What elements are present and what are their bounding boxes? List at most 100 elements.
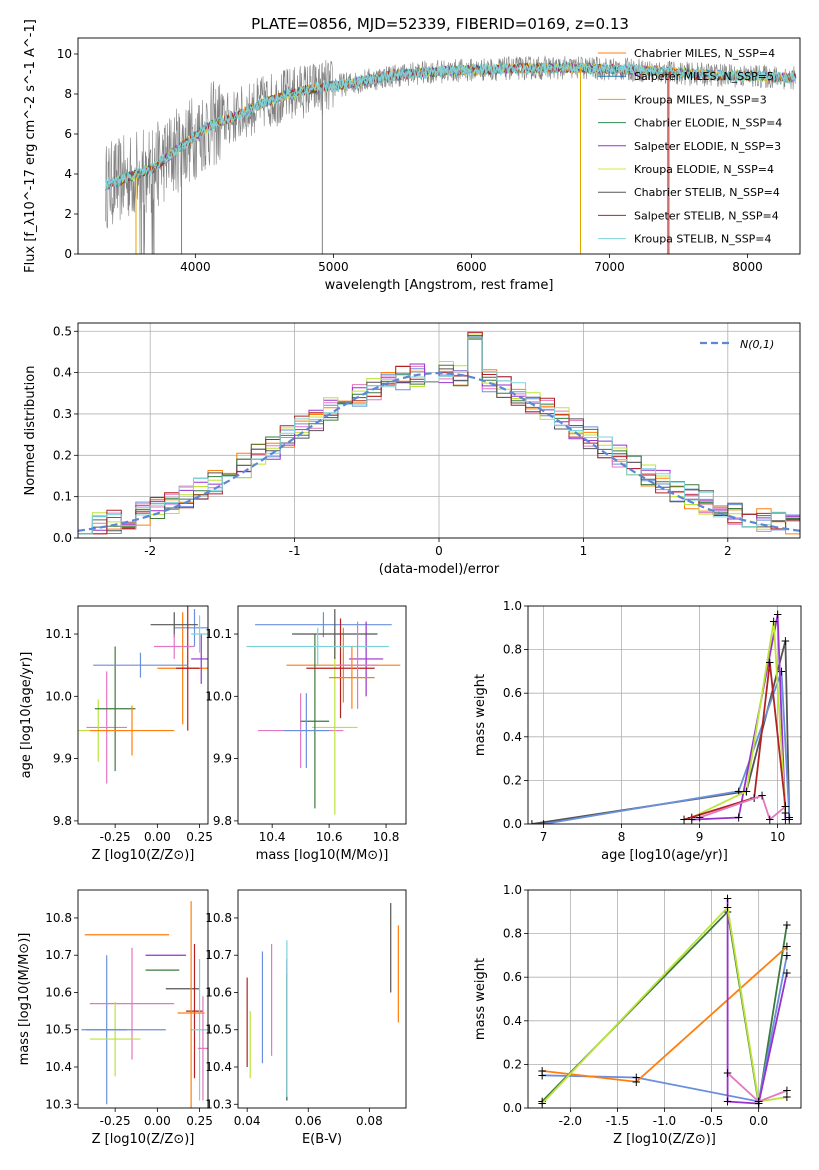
plot-area-residuals xyxy=(78,323,800,538)
x-axis-label: wavelength [Angstrom, rest frame] xyxy=(325,278,554,293)
x-tick-label: 0.08 xyxy=(356,1114,383,1128)
legend-entry-2: Kroupa MILES, N_SSP=3 xyxy=(634,93,767,106)
y-tick-label: 2 xyxy=(64,207,72,221)
axes-frame xyxy=(77,889,209,1109)
x-tick-label: -2 xyxy=(144,544,156,558)
legend-entry-4: Salpeter ELODIE, N_SSP=3 xyxy=(634,140,781,153)
age-weight-marker: + xyxy=(784,813,794,827)
y-tick-label: 9.8 xyxy=(53,814,72,828)
x-tick-label: 5000 xyxy=(318,260,349,274)
legend-entry-3: Chabrier ELODIE, N_SSP=4 xyxy=(634,117,782,130)
y-tick-label: 0.4 xyxy=(53,366,72,380)
age-weight-marker: + xyxy=(539,817,549,831)
z-weight-marker: + xyxy=(631,1075,641,1089)
plot-area-spectrum xyxy=(105,55,797,254)
plot-area-ebv_mass xyxy=(246,903,399,1101)
y-tick-label: 0.4 xyxy=(503,730,522,744)
y-axis-label: age [log10(age/yr)] xyxy=(19,652,34,779)
x-axis-label: E(B-V) xyxy=(302,1132,342,1147)
y-axis-label: mass weight xyxy=(473,674,488,756)
y-tick-label: 10.8 xyxy=(205,911,232,925)
age-weight-series-4 xyxy=(683,662,787,821)
z-weight-marker: + xyxy=(537,1094,547,1108)
x-axis-label: Z [log10(Z/Z⊙)] xyxy=(92,1132,195,1147)
y-tick-label: 0.1 xyxy=(53,490,72,504)
z-weight-marker: + xyxy=(723,900,733,914)
y-tick-label: 10.6 xyxy=(205,985,232,999)
legend-entry-1: Salpeter MILES, N_SSP=5 xyxy=(634,70,774,83)
plot-area-z_weight: +++++ ++++++++ +++++ ++++ xyxy=(528,890,801,1111)
y-tick-label: 10.0 xyxy=(45,689,72,703)
x-tick-label: -0.25 xyxy=(100,1114,131,1128)
x-tick-label: -0.5 xyxy=(700,1114,723,1128)
spectrum-best-fit-line xyxy=(105,61,797,192)
age-weight-marker: + xyxy=(765,656,775,670)
axes-frame xyxy=(237,605,407,825)
y-tick-label: 0.8 xyxy=(503,927,522,941)
plot-area-z_mass xyxy=(81,901,208,1108)
x-tick-label: 0.25 xyxy=(186,1114,213,1128)
age-weight-marker: + xyxy=(741,784,751,798)
x-tick-label: -1.5 xyxy=(606,1114,629,1128)
panel-residuals: -2 -1 0 1 2 0.0 0.1 0.2 0.3 0.4 0.5 (data-model)/er… xyxy=(23,322,801,577)
axes-frame xyxy=(237,889,407,1109)
plot-area-z_age xyxy=(78,606,208,784)
y-tick-label: 10.3 xyxy=(45,1097,72,1111)
y-tick-label: 10 xyxy=(57,47,72,61)
y-tick-label: 10.8 xyxy=(45,911,72,925)
age-weight-series-5 xyxy=(699,794,786,822)
spectrum-data-line xyxy=(105,55,796,254)
age-weight-marker: + xyxy=(773,608,783,622)
age-weight-marker: + xyxy=(765,813,775,827)
age-weight-marker: + xyxy=(780,800,790,814)
y-tick-label: 10.3 xyxy=(205,1097,232,1111)
age-weight-marker: + xyxy=(780,800,790,814)
y-tick-label: 9.9 xyxy=(213,752,232,766)
panel-z_mass: -0.25 0.00 0.25 10.3 10.4 10.5 10.6 10.7 10.8 Z [… xyxy=(17,889,213,1147)
x-tick-label: 10.4 xyxy=(259,830,286,844)
x-tick-label: 7 xyxy=(540,830,548,844)
y-tick-label: 0.2 xyxy=(503,1057,522,1071)
x-tick-label: -0.25 xyxy=(100,830,131,844)
x-axis-label: (data-model)/error xyxy=(379,562,500,577)
axes-frame xyxy=(77,605,209,825)
x-tick-label: 0.00 xyxy=(144,830,171,844)
y-tick-label: 6 xyxy=(64,127,72,141)
z-weight-series-3 xyxy=(726,898,788,1105)
z-weight-marker: + xyxy=(782,1084,792,1098)
x-tick-label: 2 xyxy=(724,544,732,558)
panel-mass_age: 10.4 10.6 10.8 9.8 9.9 10.0 10.1 mass [log10(M/… xyxy=(205,605,407,863)
y-tick-label: 0.6 xyxy=(503,970,522,984)
y-tick-label: 0.3 xyxy=(53,407,72,421)
z-weight-marker: + xyxy=(723,892,733,906)
figure-title: PLATE=0856, MJD=52339, FIBERID=0169, z=0… xyxy=(251,15,629,33)
x-tick-label: 0.00 xyxy=(144,1114,171,1128)
z-weight-marker: + xyxy=(754,1094,764,1108)
x-tick-label: 6000 xyxy=(456,260,487,274)
age-weight-marker: + xyxy=(780,813,790,827)
x-axis-label: age [log10(age/yr)] xyxy=(601,848,728,863)
z-weight-marker: + xyxy=(723,1066,733,1080)
y-axis-label: Flux [f_λ10^-17 erg cm^-2 s^-1 A^-1] xyxy=(23,19,38,273)
y-tick-label: 0.8 xyxy=(503,643,522,657)
y-tick-label: 10.7 xyxy=(205,948,232,962)
y-axis-label: mass weight xyxy=(473,958,488,1040)
x-axis-label: mass [log10(M/M⊙)] xyxy=(256,848,389,863)
z-weight-marker: + xyxy=(537,1097,547,1111)
y-tick-label: 10.1 xyxy=(205,627,232,641)
gaussian-legend-label: N(0,1) xyxy=(740,338,774,351)
age-weight-marker: + xyxy=(784,810,794,824)
y-tick-label: 10.6 xyxy=(45,985,72,999)
age-weight-marker: + xyxy=(687,813,697,827)
x-tick-label: 0 xyxy=(435,544,443,558)
y-tick-label: 0.4 xyxy=(503,1014,522,1028)
y-tick-label: 1.0 xyxy=(503,599,522,613)
x-tick-label: 10.6 xyxy=(316,830,343,844)
y-tick-label: 10.5 xyxy=(45,1023,72,1037)
y-tick-label: 8 xyxy=(64,87,72,101)
y-tick-label: 10.4 xyxy=(45,1060,72,1074)
y-tick-label: 0.2 xyxy=(503,773,522,787)
axes-frame xyxy=(77,322,801,539)
age-weight-marker: + xyxy=(679,813,689,827)
x-tick-label: 8000 xyxy=(732,260,763,274)
